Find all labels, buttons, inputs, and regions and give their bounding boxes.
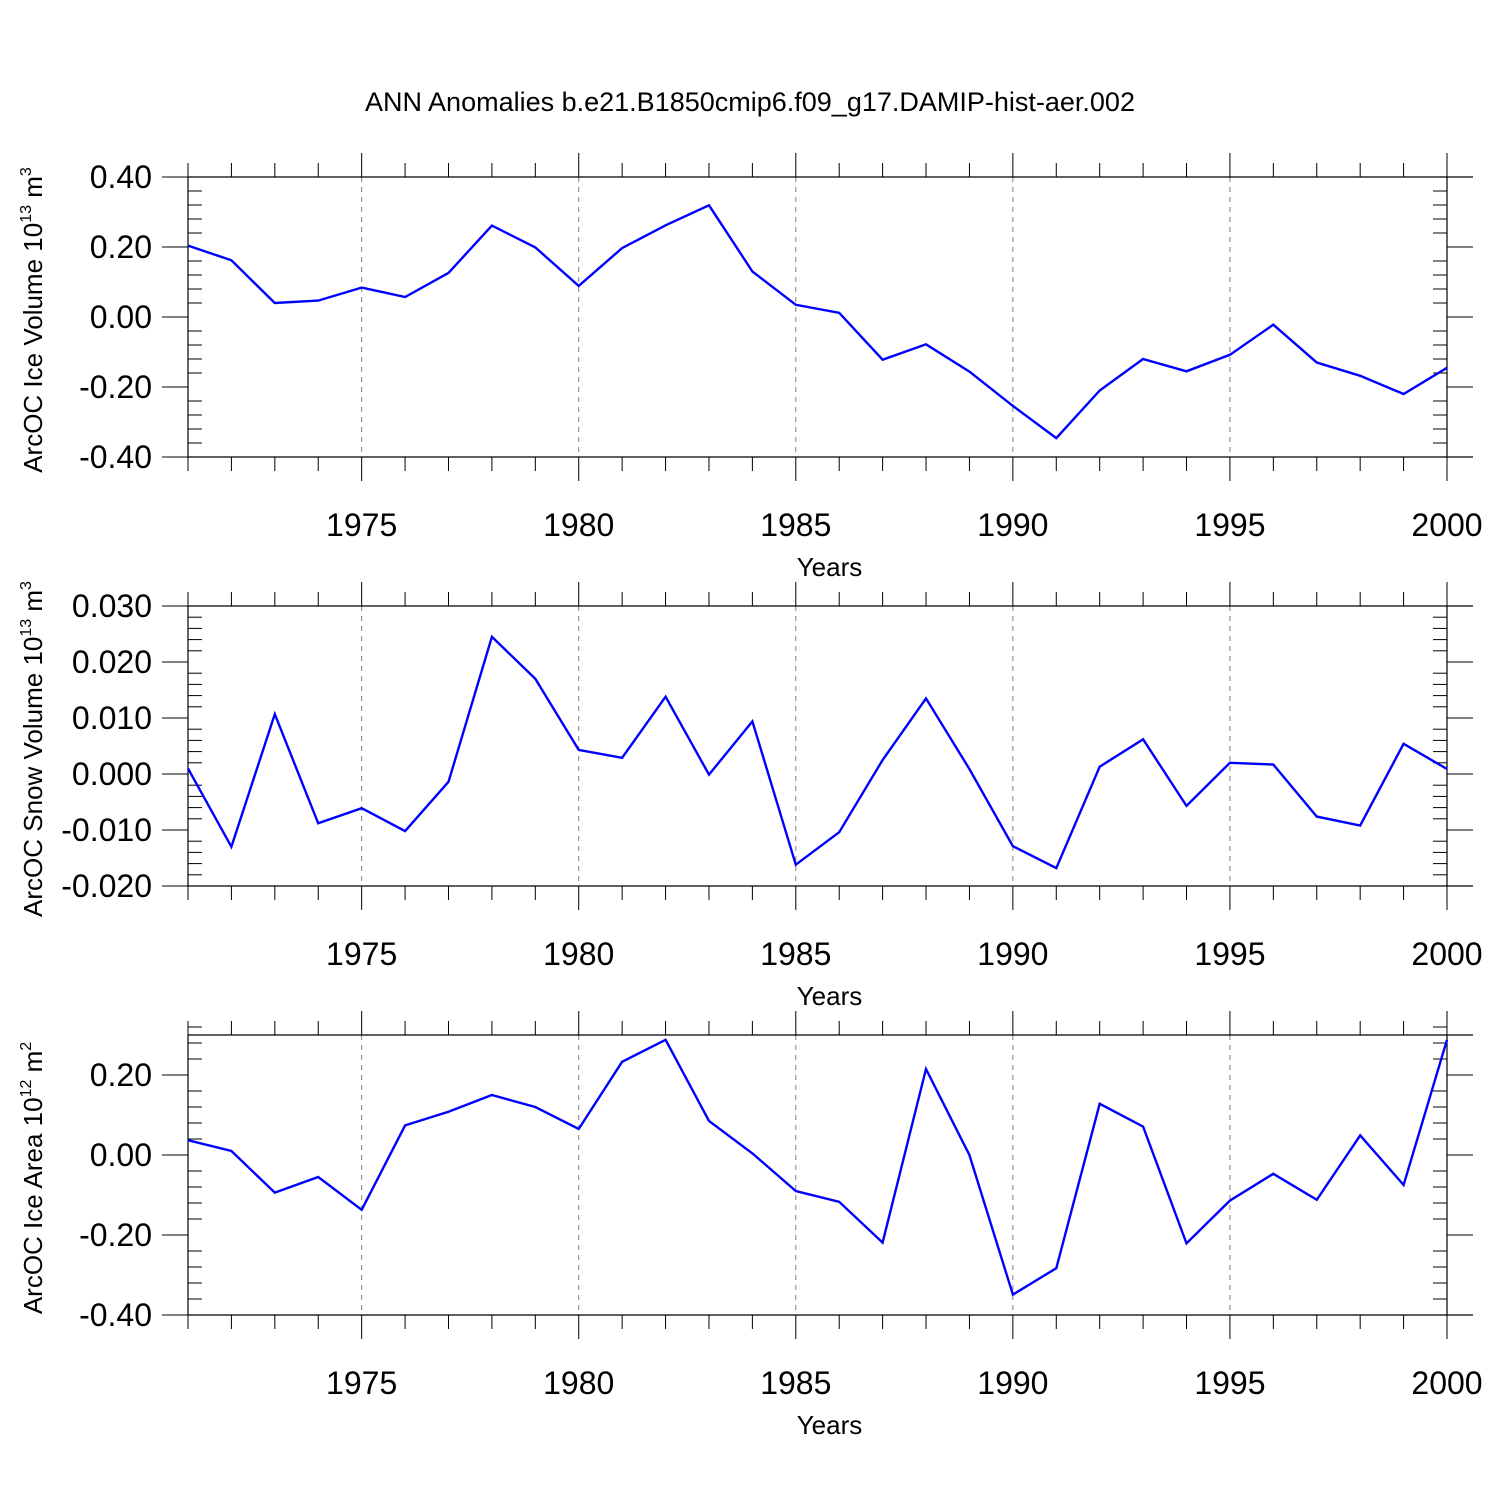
x-tick-label: 2000 [1411, 1365, 1482, 1401]
y-tick-label: -0.20 [79, 369, 152, 405]
y-tick-label: 0.00 [90, 299, 152, 335]
y-tick-label: -0.020 [61, 868, 152, 904]
x-tick-label: 1995 [1194, 507, 1265, 543]
y-axis-title-superscript: 3 [18, 167, 35, 176]
x-tick-label: 2000 [1411, 936, 1482, 972]
x-tick-label: 1985 [760, 507, 831, 543]
x-tick-label: 1975 [326, 1365, 397, 1401]
y-tick-label: 0.030 [72, 588, 152, 624]
y-axis-title: ArcOC Ice Area 1012 m2 [18, 1042, 48, 1314]
panel-2: 1975 1980 1985 1990 1995 2000 0.030 0.020 0.010 0… [18, 581, 1483, 1011]
y-tick-label: -0.010 [61, 812, 152, 848]
y-axis-title-part: m [18, 1051, 48, 1080]
y-tick-label: 0.000 [72, 756, 152, 792]
y-tick-label: -0.20 [79, 1217, 152, 1253]
series-line [186, 634, 1448, 870]
series-line [187, 1038, 1449, 1297]
x-tick-label: 1975 [326, 507, 397, 543]
y-axis-title: ArcOC Snow Volume 1013 m3 [18, 581, 48, 917]
x-tick-label: 1995 [1194, 1365, 1265, 1401]
x-axis-title: Years [797, 981, 863, 1011]
x-tick-label: 1985 [760, 936, 831, 972]
y-tick-label: -0.40 [79, 1297, 152, 1333]
y-tick-label: 0.00 [90, 1137, 152, 1173]
x-tick-label: 2000 [1411, 507, 1482, 543]
x-tick-label: 1975 [326, 936, 397, 972]
y-axis-title-superscript: 12 [18, 1080, 35, 1098]
panels: 1975 1980 1985 1990 1995 2000 0.40 0.20 0.00 -0.2… [18, 153, 1483, 1440]
series-line [187, 203, 1448, 440]
panel-3: 1975 1980 1985 1990 1995 2000 0.20 0.00 -0.20 -0.… [18, 1011, 1483, 1440]
x-tick-label: 1980 [543, 1365, 614, 1401]
y-axis-title-part: ArcOC Snow Volume 10 [18, 637, 48, 917]
x-axis-title: Years [797, 1410, 863, 1440]
panel-1: 1975 1980 1985 1990 1995 2000 0.40 0.20 0.00 -0.2… [18, 153, 1483, 582]
y-axis-title-part: ArcOC Ice Volume 10 [18, 223, 48, 473]
y-axis-title-part: m [18, 590, 48, 619]
y-axis-title-part: m [18, 176, 48, 205]
y-axis-title: ArcOC Ice Volume 1013 m3 [18, 167, 48, 473]
y-tick-label: 0.40 [90, 159, 152, 195]
y-axis-title-superscript: 13 [18, 619, 35, 637]
x-tick-label: 1990 [977, 1365, 1048, 1401]
y-tick-label: 0.20 [90, 1057, 152, 1093]
y-tick-label: 0.20 [90, 229, 152, 265]
chart-title: ANN Anomalies b.e21.B1850cmip6.f09_g17.D… [365, 87, 1135, 117]
y-axis-title-superscript: 13 [18, 205, 35, 223]
y-axis-title-superscript: 3 [18, 581, 35, 590]
y-tick-label: 0.010 [72, 700, 152, 736]
x-tick-label: 1990 [977, 507, 1048, 543]
y-axis-title-superscript: 2 [18, 1042, 35, 1051]
y-tick-label: 0.020 [72, 644, 152, 680]
x-tick-label: 1980 [543, 936, 614, 972]
x-tick-label: 1990 [977, 936, 1048, 972]
y-axis-title-part: ArcOC Ice Area 10 [18, 1097, 48, 1314]
x-tick-label: 1985 [760, 1365, 831, 1401]
x-axis-title: Years [797, 552, 863, 582]
y-tick-label: -0.40 [79, 439, 152, 475]
x-tick-label: 1995 [1194, 936, 1265, 972]
x-tick-label: 1980 [543, 507, 614, 543]
